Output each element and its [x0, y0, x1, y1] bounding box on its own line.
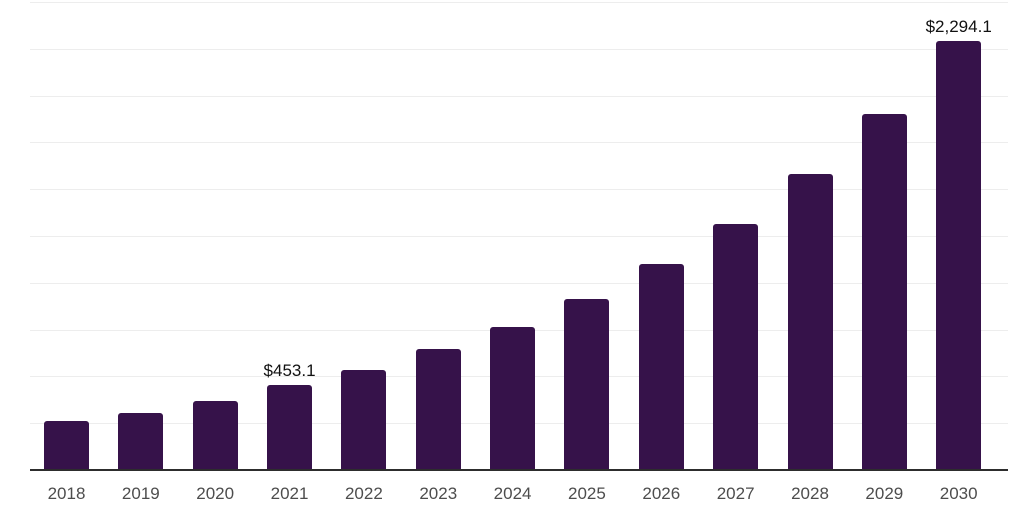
gridline: [30, 48, 1008, 50]
bar-value-label-2030: $2,294.1: [925, 16, 992, 36]
bar-2030[interactable]: [936, 40, 982, 470]
gridline: [30, 236, 1008, 237]
bar-2018[interactable]: [44, 421, 89, 470]
x-tick-label-2019: 2019: [121, 484, 160, 503]
x-tick-label-2018: 2018: [47, 484, 86, 503]
bar-2027[interactable]: [713, 224, 759, 470]
bar-value-label-2021: $453.1: [263, 361, 316, 381]
x-tick-label-2025: 2025: [568, 484, 606, 503]
x-axis-line: [30, 469, 1008, 471]
bar-2029[interactable]: [861, 113, 907, 470]
x-tick-label-2022: 2022: [344, 484, 383, 503]
bar-2021[interactable]: [267, 385, 313, 470]
x-axis-labels: 2018 2019 2020 2021 2022 2023 2024 2025 2026 2027…: [30, 483, 1008, 505]
bar-2028[interactable]: [787, 174, 833, 470]
bar-2022[interactable]: [341, 369, 387, 470]
bar-2026[interactable]: [638, 264, 684, 470]
x-tick-label-2021: 2021: [270, 484, 309, 503]
bar-2025[interactable]: [564, 299, 610, 470]
x-tick-label-2024: 2024: [493, 484, 532, 503]
gridline: [30, 95, 1008, 97]
bar-2024[interactable]: [490, 326, 536, 470]
gridline: [30, 189, 1008, 191]
x-tick-label-2030: 2030: [939, 484, 978, 503]
bar-2020[interactable]: [192, 401, 238, 470]
gridline: [30, 142, 1008, 144]
bar-2023[interactable]: [415, 349, 461, 470]
x-tick-label-2029: 2029: [865, 484, 904, 503]
plot-area: $453.1 $2,294.1: [30, 2, 1008, 470]
gridline: [30, 282, 1008, 284]
gridline: [30, 2, 1008, 3]
x-tick-label-2028: 2028: [791, 484, 829, 503]
bar-2019[interactable]: [118, 412, 164, 470]
x-tick-label-2023: 2023: [419, 484, 458, 503]
x-tick-label-2020: 2020: [196, 484, 235, 503]
x-tick-label-2026: 2026: [642, 484, 681, 503]
x-tick-label-2027: 2027: [716, 484, 755, 503]
